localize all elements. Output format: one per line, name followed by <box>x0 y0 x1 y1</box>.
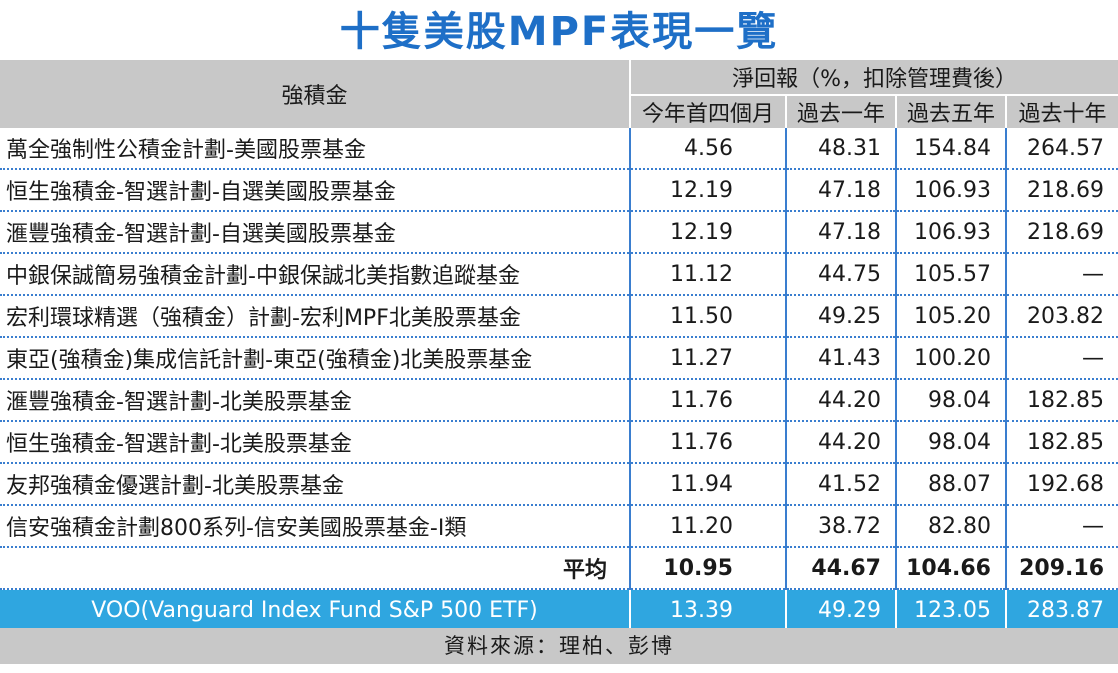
table-row: 萬全強制性公積金計劃-美國股票基金 4.56 48.31 154.84 264.… <box>0 128 1118 170</box>
return-10y: 192.68 <box>1004 463 1118 506</box>
return-1y: 47.18 <box>785 211 896 254</box>
return-5y: 100.20 <box>895 337 1006 380</box>
table-row: 友邦強積金優選計劃-北美股票基金 11.94 41.52 88.07 192.6… <box>0 463 1118 506</box>
return-5y: 105.57 <box>895 253 1006 296</box>
period-header-1y: 過去一年 <box>785 94 896 128</box>
voo-name: VOO(Vanguard Index Fund S&P 500 ETF) <box>0 589 630 630</box>
return-ytd: 12.19 <box>629 169 786 212</box>
table-row: 宏利環球精選（強積金）計劃-宏利MPF北美股票基金 11.50 49.25 10… <box>0 295 1118 338</box>
return-5y: 88.07 <box>895 463 1006 506</box>
return-5y: 82.80 <box>895 505 1006 548</box>
return-1y: 44.75 <box>785 253 896 296</box>
period-header-ytd: 今年首四個月 <box>629 94 786 128</box>
table-row: 中銀保誠簡易強積金計劃-中銀保誠北美指數追蹤基金 11.12 44.75 105… <box>0 253 1118 296</box>
average-10y: 209.16 <box>1004 547 1118 590</box>
voo-benchmark-row: VOO(Vanguard Index Fund S&P 500 ETF) 13.… <box>0 589 1118 630</box>
fund-name: 中銀保誠簡易強積金計劃-中銀保誠北美指數追蹤基金 <box>0 253 630 296</box>
mpf-performance-table: 強積金 淨回報（%，扣除管理費後） 今年首四個月 過去一年 過去五年 過去十年 … <box>0 60 1118 630</box>
average-5y: 104.66 <box>895 547 1006 590</box>
return-10y: 218.69 <box>1004 169 1118 212</box>
return-ytd: 11.76 <box>629 379 786 422</box>
return-1y: 47.18 <box>785 169 896 212</box>
return-5y: 98.04 <box>895 421 1006 464</box>
fund-name: 恒生強積金-智選計劃-自選美國股票基金 <box>0 169 630 212</box>
return-5y: 98.04 <box>895 379 1006 422</box>
return-10y: — <box>1004 253 1118 296</box>
period-header-5y: 過去五年 <box>895 94 1006 128</box>
return-1y: 41.43 <box>785 337 896 380</box>
return-ytd: 12.19 <box>629 211 786 254</box>
return-5y: 106.93 <box>895 169 1006 212</box>
table-row: 信安強積金計劃800系列-信安美國股票基金-I類 11.20 38.72 82.… <box>0 505 1118 548</box>
return-ytd: 11.20 <box>629 505 786 548</box>
return-ytd: 11.50 <box>629 295 786 338</box>
data-source: 資料來源：理柏、彭博 <box>0 628 1118 664</box>
fund-name: 恒生強積金-智選計劃-北美股票基金 <box>0 421 630 464</box>
fund-name: 東亞(強積金)集成信託計劃-東亞(強積金)北美股票基金 <box>0 337 630 380</box>
fund-name: 友邦強積金優選計劃-北美股票基金 <box>0 463 630 506</box>
fund-column-header: 強積金 <box>0 60 630 128</box>
return-5y: 105.20 <box>895 295 1006 338</box>
return-1y: 48.31 <box>785 128 896 170</box>
table-row: 東亞(強積金)集成信託計劃-東亞(強積金)北美股票基金 11.27 41.43 … <box>0 337 1118 380</box>
return-ytd: 11.27 <box>629 337 786 380</box>
return-ytd: 11.12 <box>629 253 786 296</box>
return-1y: 44.20 <box>785 421 896 464</box>
return-1y: 38.72 <box>785 505 896 548</box>
voo-5y: 123.05 <box>895 589 1006 630</box>
return-10y: 182.85 <box>1004 421 1118 464</box>
table-row: 恒生強積金-智選計劃-北美股票基金 11.76 44.20 98.04 182.… <box>0 421 1118 464</box>
period-header-10y: 過去十年 <box>1004 94 1118 128</box>
fund-name: 滙豐強積金-智選計劃-北美股票基金 <box>0 379 630 422</box>
page-title: 十隻美股MPF表現一覽 <box>339 9 779 55</box>
return-5y: 106.93 <box>895 211 1006 254</box>
return-10y: 203.82 <box>1004 295 1118 338</box>
table-header: 強積金 淨回報（%，扣除管理費後） 今年首四個月 過去一年 過去五年 過去十年 <box>0 60 1118 128</box>
average-1y: 44.67 <box>785 547 896 590</box>
table-row: 滙豐強積金-智選計劃-自選美國股票基金 12.19 47.18 106.93 2… <box>0 211 1118 254</box>
return-10y: 182.85 <box>1004 379 1118 422</box>
return-5y: 154.84 <box>895 128 1006 170</box>
return-10y: 218.69 <box>1004 211 1118 254</box>
fund-name: 信安強積金計劃800系列-信安美國股票基金-I類 <box>0 505 630 548</box>
voo-10y: 283.87 <box>1004 589 1118 630</box>
average-row: 平均 10.95 44.67 104.66 209.16 <box>0 547 1118 590</box>
return-10y: — <box>1004 337 1118 380</box>
table-row: 滙豐強積金-智選計劃-北美股票基金 11.76 44.20 98.04 182.… <box>0 379 1118 422</box>
voo-1y: 49.29 <box>785 589 896 630</box>
table-row: 恒生強積金-智選計劃-自選美國股票基金 12.19 47.18 106.93 2… <box>0 169 1118 212</box>
average-ytd: 10.95 <box>629 547 786 590</box>
return-1y: 44.20 <box>785 379 896 422</box>
fund-name: 宏利環球精選（強積金）計劃-宏利MPF北美股票基金 <box>0 295 630 338</box>
net-return-header: 淨回報（%，扣除管理費後） <box>628 60 1118 95</box>
return-10y: — <box>1004 505 1118 548</box>
voo-ytd: 13.39 <box>629 589 786 630</box>
return-ytd: 11.94 <box>629 463 786 506</box>
return-10y: 264.57 <box>1004 128 1118 170</box>
fund-name: 滙豐強積金-智選計劃-自選美國股票基金 <box>0 211 630 254</box>
average-label: 平均 <box>0 547 630 590</box>
return-ytd: 4.56 <box>629 128 786 170</box>
fund-name: 萬全強制性公積金計劃-美國股票基金 <box>0 128 630 170</box>
return-ytd: 11.76 <box>629 421 786 464</box>
return-1y: 41.52 <box>785 463 896 506</box>
return-1y: 49.25 <box>785 295 896 338</box>
